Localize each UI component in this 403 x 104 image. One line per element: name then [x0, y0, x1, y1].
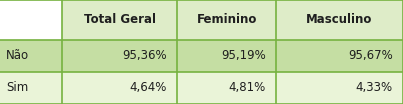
- Bar: [62, 0, 177, 40]
- Text: 4,64%: 4,64%: [130, 81, 167, 94]
- Bar: [276, 0, 403, 40]
- Bar: [0, 40, 62, 72]
- Text: Masculino: Masculino: [306, 13, 373, 26]
- Text: 95,36%: 95,36%: [123, 49, 167, 62]
- Bar: [62, 40, 177, 72]
- Text: Total Geral: Total Geral: [84, 13, 156, 26]
- Text: 95,19%: 95,19%: [221, 49, 266, 62]
- Bar: [276, 72, 403, 104]
- Text: 4,33%: 4,33%: [356, 81, 393, 94]
- Text: Sim: Sim: [6, 81, 28, 94]
- Text: Feminino: Feminino: [197, 13, 257, 26]
- Bar: [276, 40, 403, 72]
- Bar: [0, 0, 62, 40]
- Text: Não: Não: [6, 49, 29, 62]
- Bar: [0, 72, 62, 104]
- Text: 4,81%: 4,81%: [229, 81, 266, 94]
- Bar: [62, 72, 177, 104]
- Bar: [177, 0, 276, 40]
- Bar: [177, 40, 276, 72]
- Bar: [177, 72, 276, 104]
- Text: 95,67%: 95,67%: [348, 49, 393, 62]
